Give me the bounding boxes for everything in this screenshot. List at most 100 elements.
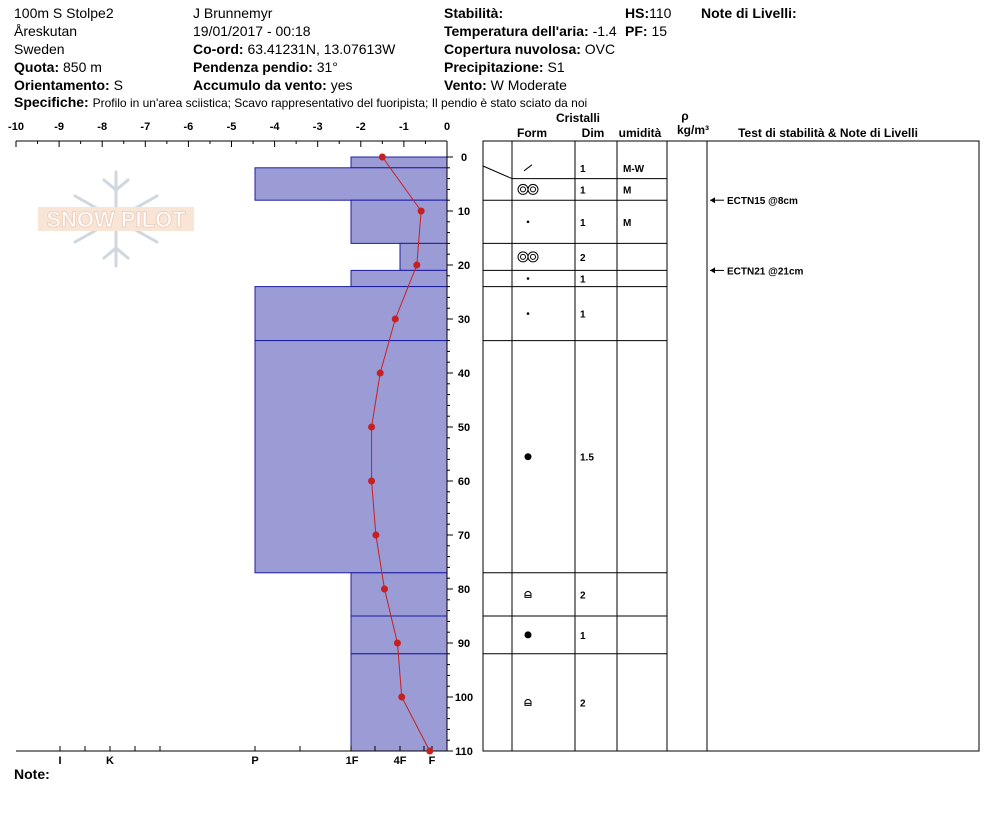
temperature-point xyxy=(368,423,376,431)
temperature-line xyxy=(371,156,431,752)
stability-notes-header: Test di stabilità & Note di Livelli xyxy=(738,126,918,140)
snowpilot-logo: SNOW PILOT xyxy=(38,170,194,268)
wind-value: W Moderate xyxy=(490,77,567,93)
dot-icon xyxy=(526,277,530,280)
dot-icon xyxy=(526,312,530,315)
temperature-point xyxy=(413,261,421,269)
aspect-label: Orientamento: xyxy=(14,77,110,93)
inner-ring xyxy=(520,253,526,260)
layer-moisture: M xyxy=(623,218,631,229)
aspect-value: S xyxy=(113,77,123,93)
air-temp-label: Temperatura dell'aria: xyxy=(444,23,589,39)
hardness-tick-label: 4F xyxy=(394,755,407,767)
air-temp-value: -1.4 xyxy=(592,23,617,39)
rho-header: ρ xyxy=(681,109,688,123)
layer-table-frame xyxy=(482,140,980,752)
temperature-tick-label: -8 xyxy=(97,121,107,133)
spec-text: Profilo in un'area sciistica; Scavo rapp… xyxy=(92,96,588,110)
slope-value: 31° xyxy=(316,59,338,75)
layer-connector xyxy=(482,165,513,180)
hardness-tick-label: P xyxy=(251,755,258,767)
inner-ring xyxy=(530,186,536,193)
cup-icon xyxy=(524,698,532,706)
layer-size: 1 xyxy=(580,275,586,286)
depth-tick-label: 0 xyxy=(461,152,467,164)
hardness-tick-label: K xyxy=(106,755,114,767)
hardness-layer-bar xyxy=(350,269,448,288)
outer-ring xyxy=(517,183,529,195)
depth-tick-label: 100 xyxy=(455,692,473,704)
layer-size: 1 xyxy=(580,164,586,175)
country: Sweden xyxy=(14,41,65,57)
outer-ring xyxy=(517,251,529,263)
hardness-layer-bar xyxy=(350,156,448,169)
datetime: 19/01/2017 - 00:18 xyxy=(193,23,311,39)
double-circle-icon xyxy=(517,183,539,195)
observer: J Brunnemyr xyxy=(193,5,273,21)
layer-size: 1 xyxy=(580,631,586,642)
outer-ring xyxy=(527,183,539,195)
depth-tick-label: 110 xyxy=(455,746,473,758)
size-header: Dim xyxy=(582,126,605,140)
layer-size: 1 xyxy=(580,218,586,229)
logo-text: SNOW PILOT xyxy=(46,207,186,232)
stability-test-label: ECTN21 @21cm xyxy=(727,266,804,277)
hardness-layer-bar xyxy=(350,615,448,655)
layer-size: 1 xyxy=(580,185,586,196)
coord-value: 63.41231N, 13.07613W xyxy=(247,41,396,57)
pf-value: 15 xyxy=(651,23,668,39)
wind-row: Vento: W Moderate xyxy=(444,76,567,94)
hs-label: HS: xyxy=(625,5,650,21)
stability-test-label: ECTN15 @8cm xyxy=(727,196,798,207)
depth-tick-label: 50 xyxy=(458,422,470,434)
temperature-point xyxy=(398,693,406,701)
small-dot xyxy=(526,312,530,315)
air-temp-row: Temperatura dell'aria: -1.4 xyxy=(444,22,617,40)
temperature-tick-label: -7 xyxy=(140,121,150,133)
small-dot xyxy=(526,277,530,280)
precip-label: Precipitazione: xyxy=(444,59,544,75)
temperature-point xyxy=(391,315,399,323)
precip-value: S1 xyxy=(547,59,565,75)
form-header: Form xyxy=(517,126,547,140)
temperature-point xyxy=(376,369,384,377)
hardness-tick-label: 1F xyxy=(346,755,359,767)
depth-tick-label: 20 xyxy=(458,260,470,272)
temperature-tick-label: -4 xyxy=(270,121,281,133)
area: Åreskutan xyxy=(14,23,78,39)
logo-band xyxy=(38,207,194,231)
filled-dot xyxy=(524,631,532,639)
hs-row: HS:110 xyxy=(625,4,671,22)
hardness-layer-bar xyxy=(399,242,448,271)
slash-icon xyxy=(523,164,533,172)
layer-moisture: M xyxy=(623,185,631,196)
temperature-point xyxy=(393,639,401,647)
temperature-point xyxy=(417,207,425,215)
stability-label: Stabilità: xyxy=(444,5,504,21)
layer-size: 1 xyxy=(580,310,586,321)
depth-tick-label: 80 xyxy=(458,584,470,596)
temperature-tick-label: -9 xyxy=(54,121,64,133)
cloud-row: Copertura nuvolosa: OVC xyxy=(444,40,615,58)
depth-tick-label: 60 xyxy=(458,476,470,488)
layer-notes-title: Note di Livelli: xyxy=(701,4,797,22)
layer-moisture: M-W xyxy=(623,164,645,175)
temperature-tick-label: -1 xyxy=(399,121,409,133)
cloud-value: OVC xyxy=(584,41,616,57)
elevation-label: Quota: xyxy=(14,59,60,75)
inner-ring xyxy=(530,253,536,260)
depth-tick-label: 40 xyxy=(458,368,470,380)
temperature-point xyxy=(381,585,389,593)
moisture-header: umidità xyxy=(619,126,662,140)
slash-stroke xyxy=(523,164,533,172)
hardness-layer-bar xyxy=(254,167,448,201)
layer-size: 2 xyxy=(580,590,586,601)
depth-tick-label: 30 xyxy=(458,314,470,326)
wind-load-row: Accumulo da vento: yes xyxy=(193,76,352,94)
temperature-point xyxy=(426,747,434,755)
filled-dot-icon xyxy=(524,631,532,639)
temperature-point xyxy=(372,531,380,539)
pf-label: PF: xyxy=(625,23,648,39)
crystals-header: Cristalli xyxy=(556,111,600,125)
